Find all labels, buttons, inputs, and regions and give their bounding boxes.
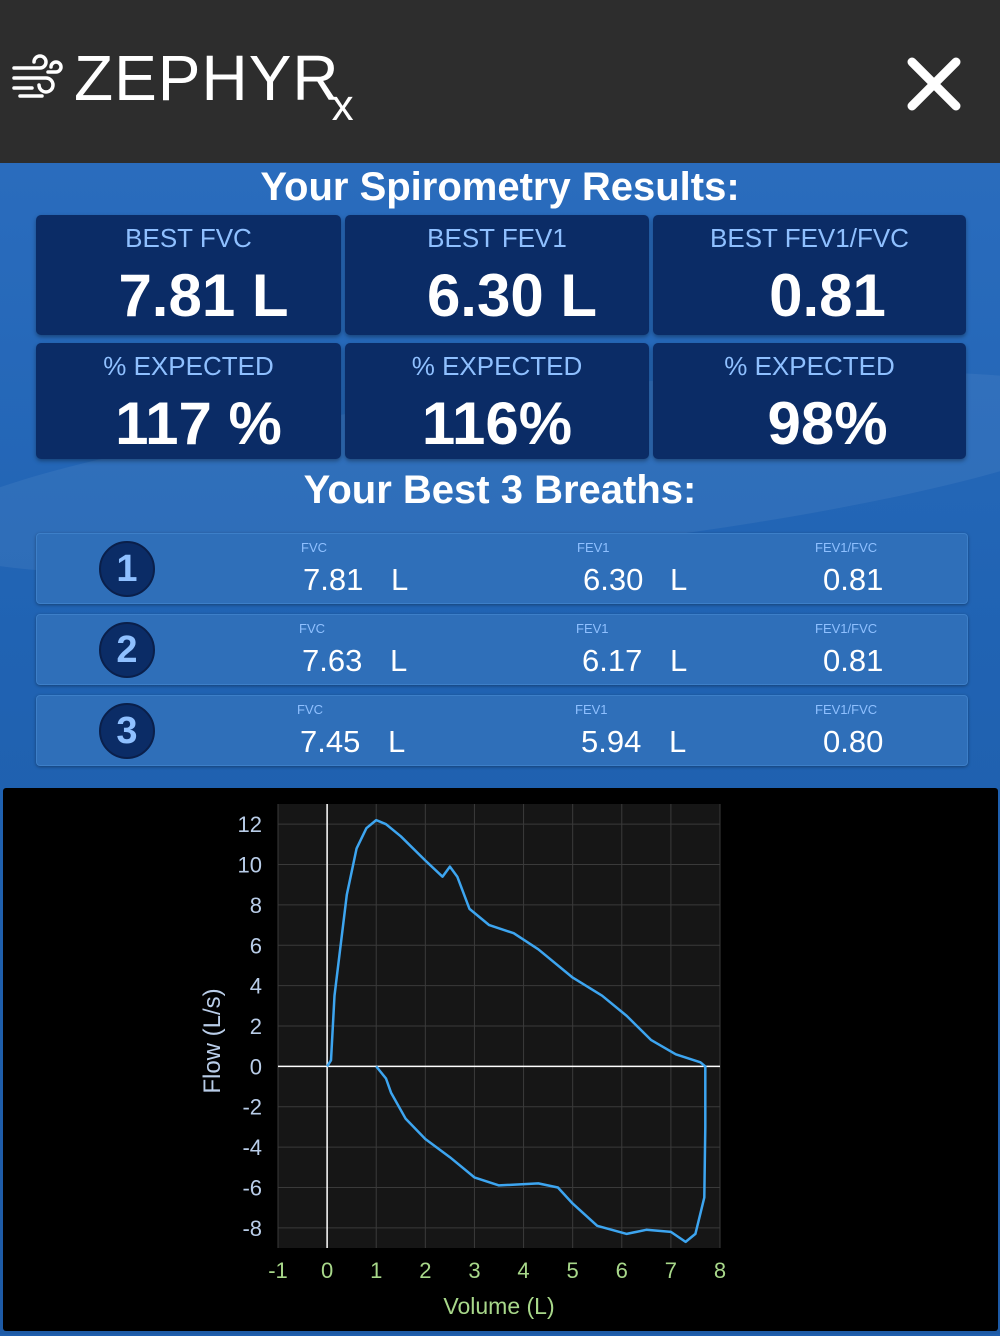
fev1-unit: L	[670, 562, 688, 597]
x-tick-label: 1	[370, 1258, 382, 1283]
fev1-value: 5.94	[581, 724, 642, 759]
tile-label: % EXPECTED	[103, 351, 274, 381]
tile-value: 116%	[421, 390, 573, 457]
wind-icon	[12, 54, 63, 98]
tile-fvc-expected: % EXPECTED 117 %	[36, 343, 341, 459]
y-tick-label: -8	[242, 1216, 262, 1241]
y-tick-label: -6	[242, 1175, 262, 1200]
y-axis-title: Flow (L/s)	[199, 988, 226, 1093]
ratio-label: FEV1/FVC	[815, 621, 878, 636]
fvc-label: FVC	[301, 540, 327, 555]
breath-row-1[interactable]: 1 FVC 7.81 L FEV1 6.30 L FEV1/FVC 0.81	[36, 533, 968, 604]
tile-ratio-expected: % EXPECTED 98%	[653, 343, 966, 459]
tile-fev1-expected: % EXPECTED 116%	[345, 343, 649, 459]
ratio-label: FEV1/FVC	[815, 540, 878, 555]
brand-name: ZEPHYR	[74, 42, 340, 114]
fev1-value: 6.30	[583, 562, 644, 597]
tile-value: 117 %	[115, 390, 282, 457]
fev1-label: FEV1	[576, 621, 609, 636]
tile-label: BEST FVC	[125, 223, 252, 253]
close-icon	[907, 57, 961, 111]
x-tick-label: -1	[268, 1258, 288, 1283]
tile-value: 7.81 L	[118, 262, 289, 329]
y-tick-label: 12	[238, 812, 262, 837]
y-tick-label: 8	[250, 893, 262, 918]
zephyrx-logo: ZEPHYR x	[12, 38, 354, 128]
fev1-unit: L	[670, 643, 688, 678]
rank-badge: 2	[99, 622, 155, 678]
tile-label: BEST FEV1	[427, 223, 567, 253]
y-tick-label: 6	[250, 933, 262, 958]
breaths-title: Your Best 3 Breaths:	[303, 468, 697, 512]
tile-best-fev1: BEST FEV1 6.30 L	[345, 215, 649, 335]
y-tick-label: 0	[250, 1054, 262, 1079]
rank-badge: 1	[99, 541, 155, 597]
results-title: Your Spirometry Results:	[260, 165, 740, 209]
breath-row-3[interactable]: 3 FVC 7.45 L FEV1 5.94 L FEV1/FVC 0.80	[36, 695, 968, 766]
tile-value: 6.30 L	[426, 262, 598, 329]
flow-volume-curve	[326, 818, 707, 1244]
tile-value: 98%	[767, 390, 888, 457]
tile-label: BEST FEV1/FVC	[710, 223, 909, 253]
x-tick-label: 2	[419, 1258, 431, 1283]
fvc-label: FVC	[299, 621, 325, 636]
tile-best-fvc: BEST FVC 7.81 L	[36, 215, 341, 335]
rank-badge: 3	[99, 703, 155, 759]
x-axis-title: Volume (L)	[443, 1293, 554, 1319]
x-tick-label: 4	[517, 1258, 529, 1283]
fev1-unit: L	[669, 724, 687, 759]
y-tick-label: -2	[242, 1095, 262, 1120]
y-tick-label: 4	[250, 974, 262, 999]
fvc-unit: L	[391, 562, 409, 597]
tile-label: % EXPECTED	[724, 351, 895, 381]
x-tick-label: 3	[468, 1258, 480, 1283]
fvc-unit: L	[390, 643, 408, 678]
fvc-value: 7.63	[302, 643, 363, 678]
tile-label: % EXPECTED	[411, 351, 583, 381]
x-tick-label: 7	[665, 1258, 677, 1283]
breath-row-2[interactable]: 2 FVC 7.63 L FEV1 6.17 L FEV1/FVC 0.81	[36, 614, 968, 685]
fvc-label: FVC	[297, 702, 323, 717]
fvc-value: 7.45	[300, 724, 361, 759]
tile-value: 0.81	[769, 262, 886, 329]
tile-best-ratio: BEST FEV1/FVC 0.81	[653, 215, 966, 335]
fvc-value: 7.81	[303, 562, 364, 597]
fev1-label: FEV1	[575, 702, 608, 717]
flow-volume-chart: -1 0 1 2 3 4 5 6 7 8 12 10 8 6 4 2 0 -2 -4 -6 -8 Volume (L) Fl…	[3, 788, 998, 1331]
x-tick-label: 5	[567, 1258, 579, 1283]
x-tick-label: 6	[616, 1258, 628, 1283]
ratio-value: 0.81	[823, 643, 884, 678]
app-header: ZEPHYR x	[0, 0, 1000, 163]
fev1-label: FEV1	[577, 540, 610, 555]
fvc-unit: L	[388, 724, 406, 759]
ratio-value: 0.81	[823, 562, 884, 597]
y-tick-label: 2	[250, 1014, 262, 1039]
fev1-value: 6.17	[582, 643, 643, 678]
ratio-label: FEV1/FVC	[815, 702, 878, 717]
ratio-value: 0.80	[823, 724, 884, 759]
x-tick-label: 8	[714, 1258, 726, 1283]
y-tick-label: 10	[238, 853, 262, 878]
x-tick-label: 0	[321, 1258, 333, 1283]
brand-suffix: x	[331, 81, 354, 130]
y-tick-label: -4	[242, 1135, 262, 1160]
close-button[interactable]	[902, 52, 966, 116]
